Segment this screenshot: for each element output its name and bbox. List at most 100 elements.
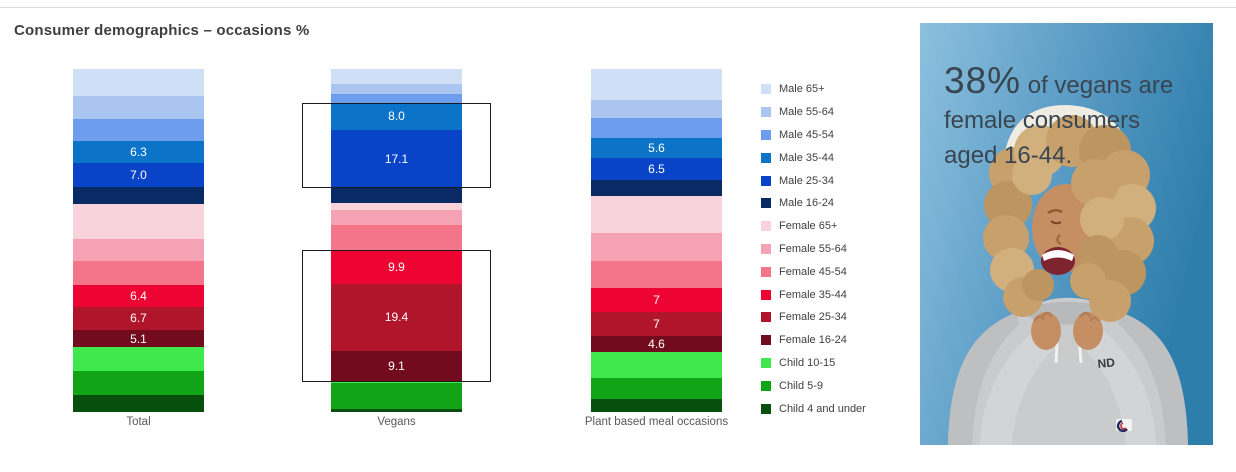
- bar-segment: [73, 238, 204, 261]
- legend-item: Male 25-34: [761, 169, 866, 192]
- bar-segment: 8.0: [331, 102, 462, 130]
- photo-panel: ND: [920, 23, 1213, 445]
- caption-line1: of vegans are: [1021, 72, 1174, 99]
- legend-swatch: [761, 380, 771, 391]
- bar-segment: 7: [591, 312, 722, 337]
- segment-value-label: 5.1: [130, 331, 147, 346]
- bar-plant-based: 5.6 6.5 7 7 4.6: [591, 69, 722, 412]
- bar-segment: 9.1: [331, 350, 462, 382]
- hands: [1031, 311, 1103, 350]
- bar-segment: 6.5: [591, 157, 722, 180]
- legend: Male 65+ Male 55-64 Male 45-54 Male 35-44 Ma…: [761, 78, 866, 420]
- bar-segment: [331, 381, 462, 384]
- category-label-vegans: Vegans: [377, 416, 416, 428]
- legend-swatch: [761, 357, 771, 368]
- bar-segment: [331, 84, 462, 95]
- bar-segment: [331, 225, 462, 251]
- bar-segment: [73, 186, 204, 204]
- segment-value-label: 4.6: [648, 337, 665, 352]
- legend-item: Female 35-44: [761, 283, 866, 306]
- segment-value-label: 9.9: [388, 260, 405, 275]
- bar-segment: [331, 188, 462, 204]
- legend-swatch: [761, 175, 771, 186]
- legend-item: Male 55-64: [761, 101, 866, 124]
- bar-segment: [591, 69, 722, 100]
- legend-swatch: [761, 152, 771, 163]
- legend-item: Female 65+: [761, 215, 866, 238]
- bar-segment: 4.6: [591, 336, 722, 353]
- legend-swatch: [761, 335, 771, 346]
- segment-value-label: 8.0: [388, 109, 405, 124]
- chart-title: Consumer demographics – occasions %: [14, 22, 310, 39]
- legend-label: Male 16-24: [779, 197, 835, 210]
- bar-segment: 19.4: [331, 284, 462, 351]
- bar-segment: [591, 99, 722, 119]
- bar-stack-vegans: 8.0 17.1 9.9 19.4 9.1: [331, 69, 462, 412]
- bar-segment: [73, 119, 204, 142]
- bar-segment: [331, 203, 462, 210]
- bar-segment: [591, 196, 722, 234]
- legend-swatch: [761, 289, 771, 300]
- bar-segment: 17.1: [331, 129, 462, 189]
- legend-label: Female 35-44: [779, 288, 847, 301]
- legend-item: Female 25-34: [761, 306, 866, 329]
- caption-line3: aged 16-44.: [944, 142, 1073, 169]
- legend-label: Male 65+: [779, 83, 825, 96]
- stat-value: 38%: [944, 60, 1022, 101]
- legend-swatch: [761, 243, 771, 254]
- legend-label: Female 25-34: [779, 311, 847, 324]
- bar-segment: 9.9: [331, 250, 462, 285]
- bar-segment: 6.4: [73, 285, 204, 307]
- category-label-plant-based: Plant based meal occasions: [584, 416, 729, 428]
- legend-label: Male 55-64: [779, 106, 835, 119]
- legend-swatch: [761, 266, 771, 277]
- bar-segment: 5.6: [591, 138, 722, 158]
- legend-swatch: [761, 107, 771, 118]
- highlight-box: [302, 250, 491, 382]
- segment-value-label: 6.3: [130, 145, 147, 160]
- segment-value-label: 5.6: [648, 141, 665, 155]
- curly-hair: [983, 115, 1156, 322]
- segment-value-label: 6.5: [648, 161, 665, 176]
- legend-swatch: [761, 129, 771, 140]
- legend-item: Child 5-9: [761, 374, 866, 397]
- bar-stack-total: 6.3 7.0 6.4 6.7 5.1: [73, 69, 204, 412]
- legend-swatch: [761, 84, 771, 95]
- photo-illustration: ND: [920, 23, 1213, 445]
- bar-segment: [331, 383, 462, 409]
- bar-segment: [73, 347, 204, 372]
- bar-segment: [331, 94, 462, 103]
- bar-segment: [73, 69, 204, 97]
- bar-segment: [73, 395, 204, 412]
- top-divider-line: [0, 7, 1236, 8]
- bar-segment: [591, 260, 722, 289]
- segment-value-label: 7: [653, 293, 660, 308]
- legend-item: Female 55-64: [761, 238, 866, 261]
- legend-item: Child 4 and under: [761, 397, 866, 420]
- legend-swatch: [761, 221, 771, 232]
- segment-value-label: 7.0: [130, 167, 147, 182]
- legend-item: Male 16-24: [761, 192, 866, 215]
- legend-item: Female 16-24: [761, 329, 866, 352]
- bar-segment: 5.1: [73, 329, 204, 348]
- highlight-box: [302, 102, 491, 189]
- bar-stack-plant-based: 5.6 6.5 7 7 4.6: [591, 69, 722, 412]
- legend-item: Female 45-54: [761, 260, 866, 283]
- legend-label: Child 10-15: [779, 356, 836, 369]
- bar-segment: [591, 377, 722, 400]
- legend-item: Child 10-15: [761, 352, 866, 375]
- bar-segment: [73, 96, 204, 120]
- caption-line2: female consumers: [944, 107, 1141, 134]
- segment-value-label: 9.1: [388, 359, 405, 374]
- bar-segment: [73, 371, 204, 396]
- bar-segment: [591, 399, 722, 412]
- segment-value-label: 6.4: [130, 288, 147, 303]
- bar-segment: [591, 352, 722, 378]
- bar-vegans: 8.0 17.1 9.9 19.4 9.1: [302, 69, 491, 412]
- legend-label: Female 65+: [779, 220, 838, 233]
- bar-segment: [73, 261, 204, 285]
- bar-segment: 7.0: [73, 162, 204, 187]
- legend-swatch: [761, 403, 771, 414]
- bar-segment: [591, 118, 722, 139]
